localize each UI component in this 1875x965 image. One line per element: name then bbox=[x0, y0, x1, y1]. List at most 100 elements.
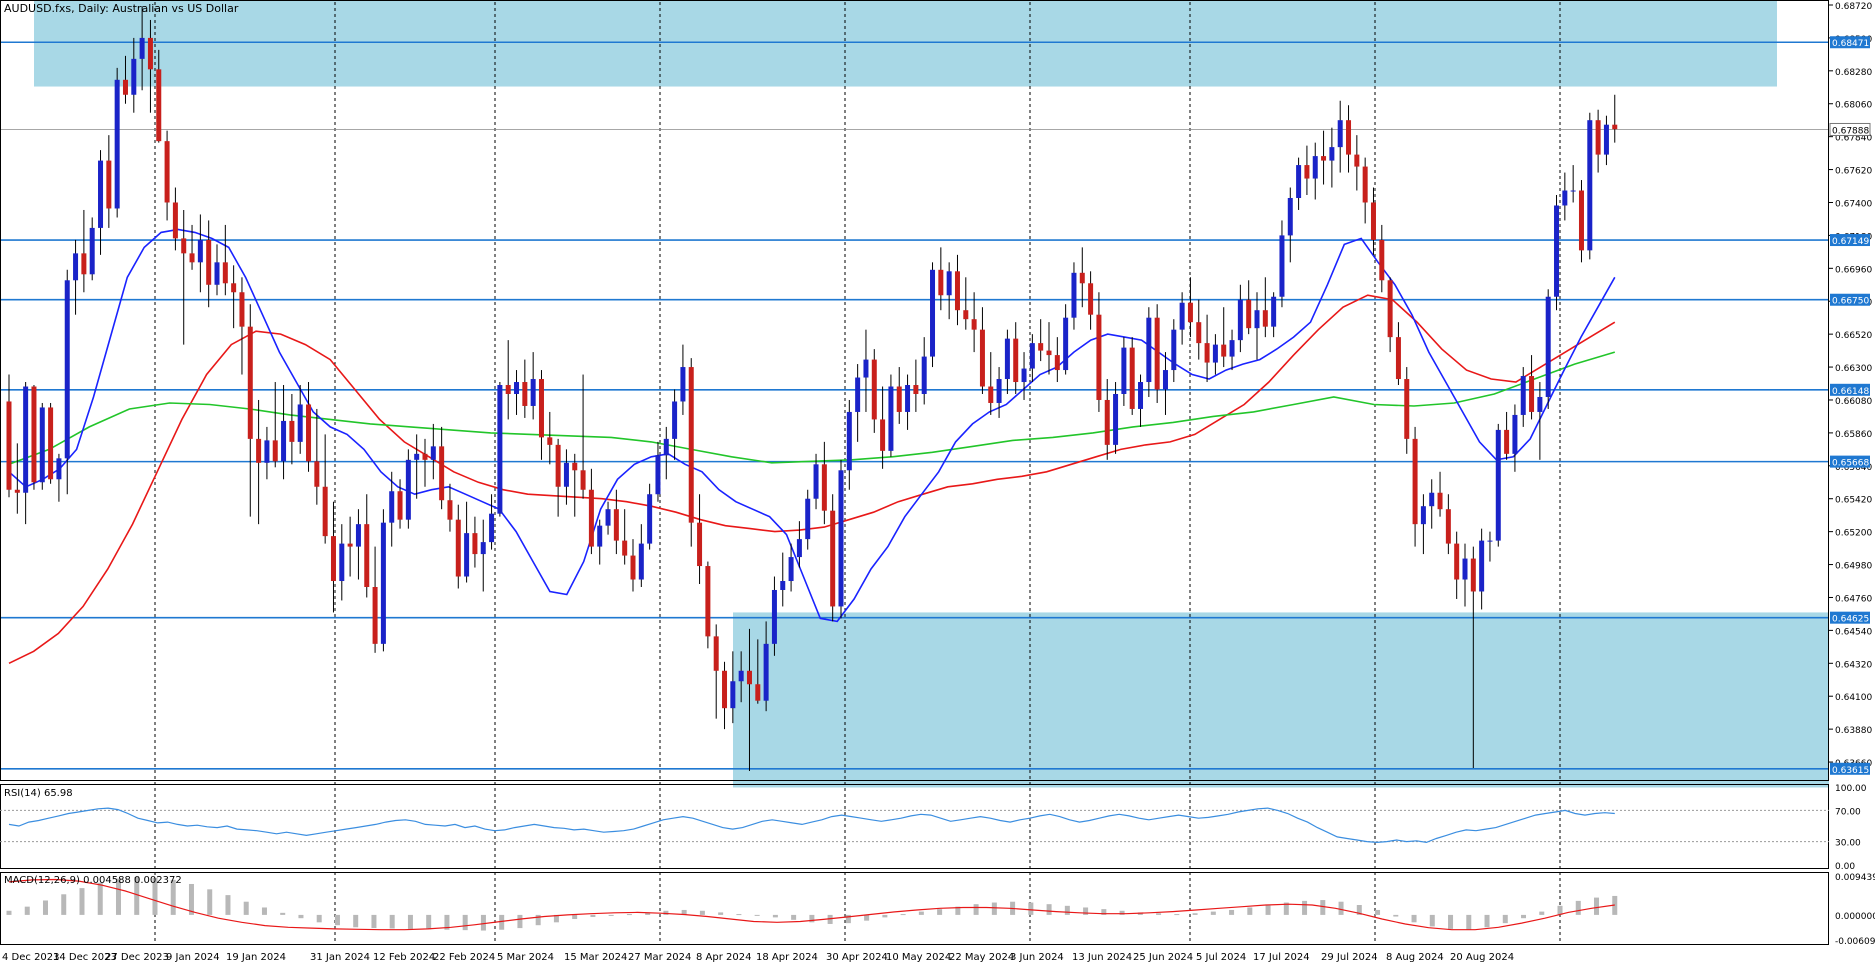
candle-25[interactable] bbox=[214, 244, 220, 296]
candle-179[interactable] bbox=[1495, 423, 1501, 547]
candle-107[interactable] bbox=[896, 367, 902, 424]
candle-187[interactable] bbox=[1562, 172, 1568, 221]
candle-188[interactable] bbox=[1570, 165, 1576, 203]
candle-16[interactable] bbox=[139, 6, 145, 91]
candle-127[interactable] bbox=[1063, 304, 1069, 375]
candle-164[interactable] bbox=[1370, 187, 1376, 255]
candle-112[interactable] bbox=[938, 247, 944, 311]
candle-91[interactable] bbox=[763, 621, 769, 712]
candle-8[interactable] bbox=[73, 239, 79, 315]
candle-20[interactable] bbox=[172, 187, 178, 251]
candle-2[interactable] bbox=[23, 382, 29, 525]
candle-172[interactable] bbox=[1437, 471, 1443, 517]
candle-90[interactable] bbox=[755, 639, 761, 704]
candle-120[interactable] bbox=[1004, 329, 1010, 394]
candle-60[interactable] bbox=[505, 340, 511, 420]
candle-163[interactable] bbox=[1362, 157, 1368, 224]
candle-149[interactable] bbox=[1246, 280, 1252, 335]
candle-156[interactable] bbox=[1304, 145, 1310, 196]
candle-27[interactable] bbox=[231, 265, 237, 329]
candle-67[interactable] bbox=[563, 449, 569, 505]
candle-153[interactable] bbox=[1279, 220, 1285, 308]
candle-184[interactable] bbox=[1537, 382, 1543, 460]
candle-173[interactable] bbox=[1445, 494, 1451, 555]
candle-12[interactable] bbox=[106, 135, 112, 228]
candle-105[interactable] bbox=[880, 386, 886, 469]
candle-74[interactable] bbox=[622, 509, 628, 565]
candle-46[interactable] bbox=[389, 471, 395, 547]
candle-96[interactable] bbox=[805, 489, 811, 550]
candle-178[interactable] bbox=[1487, 531, 1493, 562]
candle-4[interactable] bbox=[39, 402, 45, 490]
candle-106[interactable] bbox=[888, 374, 894, 457]
candle-71[interactable] bbox=[597, 519, 603, 565]
candle-22[interactable] bbox=[189, 224, 195, 270]
candle-3[interactable] bbox=[31, 385, 37, 490]
candle-110[interactable] bbox=[921, 337, 927, 405]
candle-102[interactable] bbox=[855, 364, 861, 442]
candle-70[interactable] bbox=[588, 468, 594, 555]
candle-161[interactable] bbox=[1346, 105, 1352, 173]
candle-137[interactable] bbox=[1146, 307, 1152, 397]
candle-143[interactable] bbox=[1196, 299, 1202, 360]
candle-78[interactable] bbox=[655, 441, 661, 502]
candle-125[interactable] bbox=[1046, 322, 1052, 375]
candle-103[interactable] bbox=[863, 329, 869, 412]
candle-68[interactable] bbox=[572, 453, 578, 517]
candle-166[interactable] bbox=[1387, 277, 1393, 353]
candle-14[interactable] bbox=[122, 55, 128, 104]
candle-30[interactable] bbox=[256, 399, 262, 525]
candle-128[interactable] bbox=[1071, 262, 1077, 330]
candle-180[interactable] bbox=[1504, 411, 1510, 460]
candle-192[interactable] bbox=[1603, 115, 1609, 166]
candle-177[interactable] bbox=[1479, 528, 1485, 610]
candle-76[interactable] bbox=[638, 524, 644, 587]
candle-36[interactable] bbox=[306, 382, 312, 472]
candle-167[interactable] bbox=[1395, 322, 1401, 386]
candle-34[interactable] bbox=[289, 393, 295, 465]
candle-100[interactable] bbox=[838, 459, 844, 619]
candle-32[interactable] bbox=[272, 382, 278, 468]
candle-58[interactable] bbox=[489, 494, 495, 550]
candle-50[interactable] bbox=[422, 438, 428, 487]
candle-45[interactable] bbox=[380, 509, 386, 652]
candle-93[interactable] bbox=[780, 552, 786, 607]
candle-186[interactable] bbox=[1554, 195, 1560, 311]
candle-170[interactable] bbox=[1420, 494, 1426, 555]
candle-86[interactable] bbox=[722, 661, 728, 730]
candle-95[interactable] bbox=[796, 521, 802, 568]
candle-54[interactable] bbox=[455, 504, 461, 589]
candle-83[interactable] bbox=[697, 494, 703, 585]
candle-118[interactable] bbox=[988, 352, 994, 415]
candle-48[interactable] bbox=[405, 449, 411, 529]
candle-69[interactable] bbox=[580, 374, 586, 499]
candle-162[interactable] bbox=[1354, 135, 1360, 191]
candle-19[interactable] bbox=[164, 130, 170, 221]
candle-119[interactable] bbox=[996, 367, 1002, 418]
candle-183[interactable] bbox=[1529, 355, 1535, 420]
candle-13[interactable] bbox=[114, 67, 120, 218]
candle-81[interactable] bbox=[680, 344, 686, 415]
candle-189[interactable] bbox=[1578, 180, 1584, 263]
candle-145[interactable] bbox=[1212, 334, 1218, 375]
candle-23[interactable] bbox=[197, 214, 203, 293]
candle-193[interactable] bbox=[1612, 94, 1618, 143]
candle-80[interactable] bbox=[672, 389, 678, 460]
candle-174[interactable] bbox=[1454, 531, 1460, 599]
candle-43[interactable] bbox=[364, 494, 370, 598]
candle-157[interactable] bbox=[1312, 142, 1318, 200]
candle-82[interactable] bbox=[688, 358, 694, 547]
candle-115[interactable] bbox=[963, 277, 969, 330]
candle-111[interactable] bbox=[930, 262, 936, 368]
candle-79[interactable] bbox=[663, 426, 669, 480]
candle-140[interactable] bbox=[1171, 319, 1177, 383]
candle-98[interactable] bbox=[821, 441, 827, 525]
candle-18[interactable] bbox=[156, 49, 162, 143]
candle-132[interactable] bbox=[1104, 379, 1110, 460]
candle-124[interactable] bbox=[1038, 319, 1044, 362]
candle-40[interactable] bbox=[339, 524, 345, 601]
candle-154[interactable] bbox=[1287, 187, 1293, 263]
candle-116[interactable] bbox=[971, 292, 977, 353]
candle-35[interactable] bbox=[297, 385, 303, 454]
